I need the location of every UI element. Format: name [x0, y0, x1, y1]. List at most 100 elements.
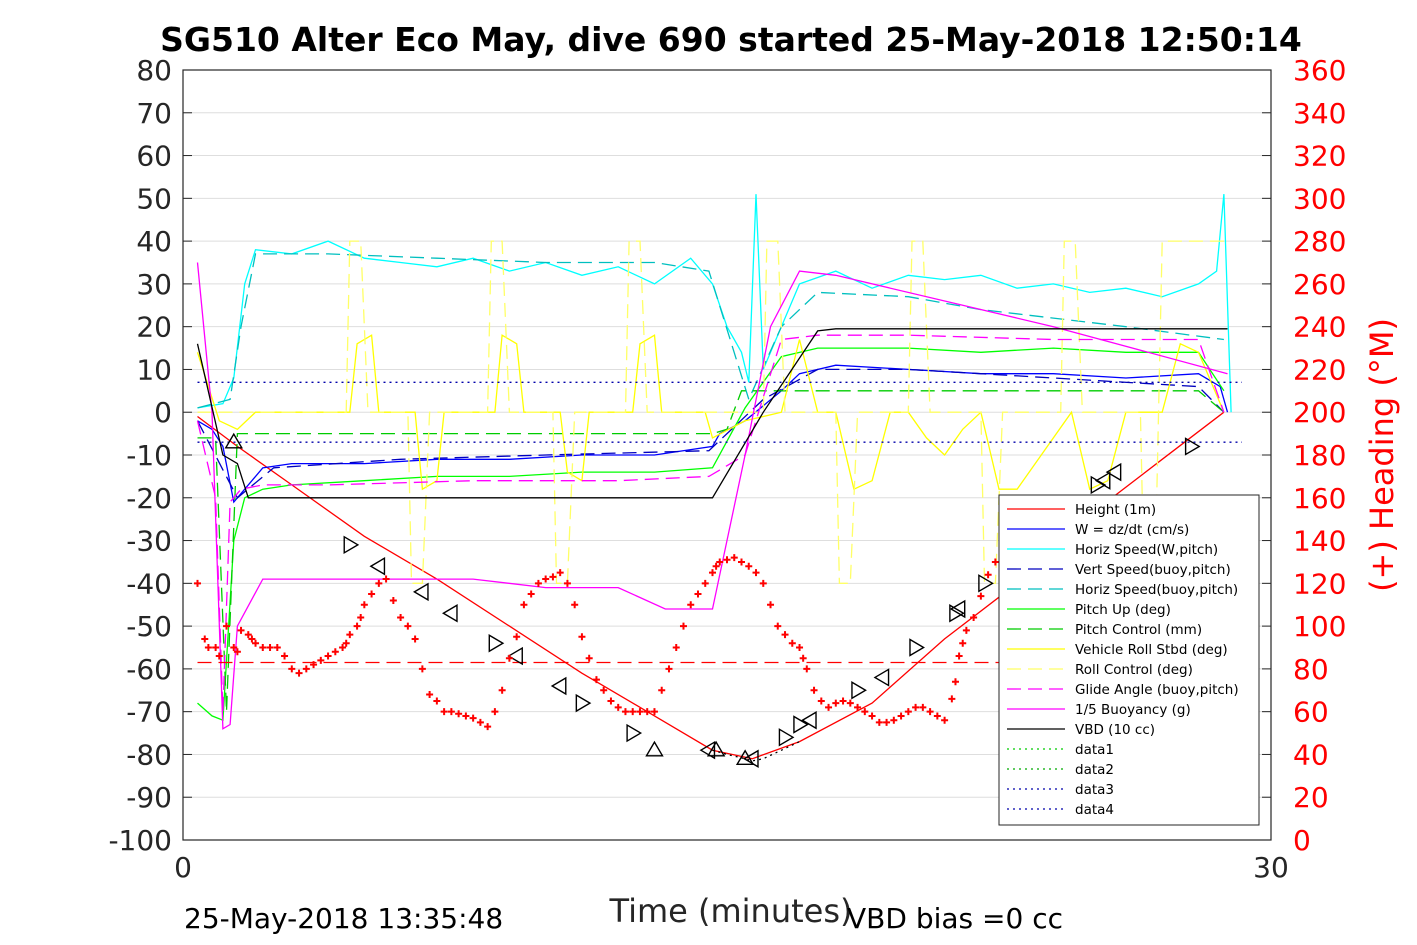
heading-point	[342, 639, 350, 647]
y-right-tick-label: 0	[1293, 824, 1311, 857]
heading-point	[498, 686, 506, 694]
heading-point	[774, 622, 782, 630]
heading-point	[912, 703, 920, 711]
triangle-marker	[851, 681, 867, 700]
heading-point	[745, 562, 753, 570]
heading-point	[752, 569, 760, 577]
heading-point	[248, 635, 256, 643]
heading-point	[578, 633, 586, 641]
y-tick-label: -100	[108, 824, 172, 857]
heading-point	[556, 569, 564, 577]
heading-point	[440, 708, 448, 716]
heading-point	[542, 575, 550, 583]
triangle-marker	[978, 574, 994, 593]
heading-point	[738, 558, 746, 566]
heading-point	[476, 718, 484, 726]
heading-point	[621, 708, 629, 716]
heading-point	[266, 644, 274, 651]
heading-point	[252, 639, 260, 647]
y-right-tick-label: 40	[1293, 738, 1329, 771]
heading-point	[368, 590, 376, 598]
heading-point	[716, 558, 724, 566]
triangle-marker	[706, 740, 726, 757]
heading-point	[346, 631, 354, 639]
legend: Height (1m) W = dz/dt (cm/s) Horiz Speed(W…	[998, 494, 1260, 826]
y-tick-label: -20	[126, 482, 172, 515]
triangle-marker	[1094, 471, 1111, 490]
heading-point	[933, 712, 941, 720]
series-line-1	[197, 364, 1229, 504]
legend-label: Pitch Control (mm)	[1075, 622, 1202, 638]
heading-point	[730, 554, 738, 562]
heading-point	[462, 712, 470, 720]
triangle-marker	[645, 740, 664, 757]
y-right-tick-label: 160	[1293, 482, 1346, 515]
heading-point	[433, 697, 441, 705]
legend-label: 1/5 Buoyancy (g)	[1075, 702, 1191, 718]
heading-point	[781, 631, 789, 639]
triangle-marker	[778, 728, 795, 747]
legend-label: data4	[1075, 802, 1114, 818]
heading-point	[212, 644, 220, 651]
heading-point	[563, 579, 571, 587]
heading-point	[571, 601, 579, 609]
heading-point	[875, 718, 883, 726]
heading-point	[244, 631, 252, 639]
heading-point	[302, 665, 310, 673]
triangle-marker	[735, 749, 755, 766]
legend-label: data3	[1075, 782, 1114, 798]
heading-point	[636, 708, 644, 716]
heading-point	[712, 562, 720, 570]
legend-label: Height (1m)	[1075, 502, 1156, 518]
y-right-tick-label: 100	[1293, 610, 1346, 643]
y-right-tick-label: 320	[1293, 140, 1346, 173]
heading-point	[534, 579, 542, 587]
right-axis-label: (+) Heading (°M)	[1363, 318, 1401, 592]
triangle-marker	[224, 432, 243, 449]
y-right-tick-label: 220	[1293, 353, 1346, 386]
heading-point	[897, 712, 905, 720]
x-tick-label: 0	[174, 851, 192, 884]
heading-point	[984, 571, 992, 579]
heading-point	[469, 714, 477, 722]
heading-point	[607, 697, 615, 705]
heading-point	[237, 626, 245, 634]
heading-point	[991, 558, 999, 566]
heading-point	[803, 665, 811, 673]
legend-label: Horiz Speed(W,pitch)	[1075, 542, 1218, 558]
heading-point	[397, 614, 405, 622]
heading-point	[759, 579, 767, 587]
heading-point	[382, 575, 390, 583]
triangle-marker	[343, 535, 360, 555]
y-right-tick-label: 240	[1293, 311, 1346, 344]
heading-point	[941, 716, 949, 724]
heading-point	[331, 648, 339, 656]
series-layer	[196, 194, 1242, 762]
y-tick-label: -70	[126, 696, 172, 729]
chart-title: SG510 Alter Eco May, dive 690 started 25…	[160, 20, 1302, 59]
y-right-tick-label: 200	[1293, 396, 1346, 429]
y-right-tick-label: 280	[1293, 225, 1346, 258]
heading-point	[650, 708, 658, 716]
heading-point	[447, 708, 455, 716]
heading-point	[404, 622, 412, 630]
heading-point	[883, 718, 891, 726]
heading-point	[455, 710, 463, 718]
heading-point	[201, 635, 209, 643]
heading-point	[484, 723, 492, 731]
y-tick-label: -10	[126, 439, 172, 472]
heading-point	[796, 644, 804, 651]
series-line-5	[197, 347, 1225, 722]
legend-label: data1	[1075, 742, 1114, 758]
footer-vbd-bias: VBD bias =0 cc	[847, 902, 1063, 935]
y-right-tick-label: 80	[1293, 653, 1329, 686]
heading-point	[389, 596, 397, 604]
legend-label: data2	[1075, 762, 1114, 778]
heading-point	[614, 703, 622, 711]
heading-point	[426, 691, 434, 699]
markers-layer	[224, 432, 1201, 768]
heading-point	[324, 652, 332, 660]
depth-bottom-dotted	[712, 741, 800, 762]
heading-point	[215, 652, 223, 660]
y-tick-label: 10	[136, 353, 172, 386]
